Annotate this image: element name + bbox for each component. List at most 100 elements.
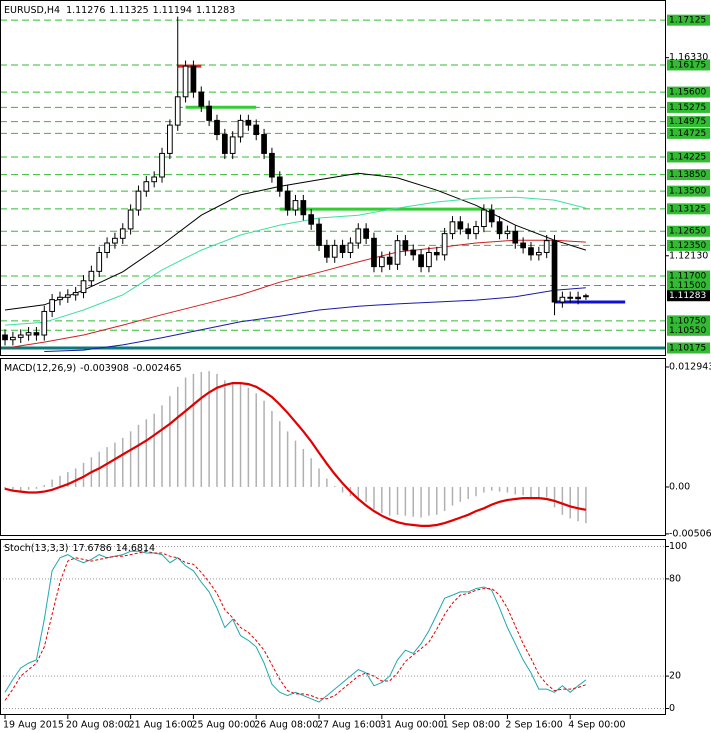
stoch-main — [4, 550, 587, 703]
candle-body — [49, 299, 55, 312]
y-tick-label: 80 — [669, 573, 681, 584]
hline-label-box — [667, 203, 710, 215]
candle-body — [378, 256, 385, 268]
macd-signal-value: -0.002465 — [133, 363, 182, 374]
x-tick-label: 27 Aug 16:00 — [317, 720, 381, 731]
candle-body — [583, 295, 589, 298]
candle-body — [465, 228, 472, 235]
candle-body — [394, 240, 401, 265]
candle-body — [276, 176, 283, 192]
candle-body — [41, 310, 48, 336]
candle-body — [10, 336, 16, 341]
hline-label: 1.12350 — [669, 241, 706, 251]
stoch-signal — [4, 550, 587, 701]
y-tick-label: 1.16330 — [669, 52, 708, 63]
candle-body — [190, 65, 197, 93]
hline-label: 1.13850 — [669, 170, 706, 180]
stoch-signal-value: 14.6814 — [116, 543, 155, 554]
candle-body — [473, 226, 479, 235]
moving-average — [4, 196, 587, 326]
y-tick-label: 0.012943 — [669, 361, 711, 372]
candle-body — [143, 181, 150, 192]
header-low: 1.11194 — [153, 5, 192, 16]
main-pane-border — [0, 0, 666, 356]
hline-label: 1.14725 — [669, 129, 706, 139]
candle-body — [72, 292, 79, 296]
candle-body — [402, 240, 409, 251]
hline-label: 1.13125 — [669, 204, 706, 214]
candle-body — [198, 91, 205, 107]
hline-label: 1.13500 — [669, 187, 706, 197]
hline-label: 1.14975 — [669, 117, 706, 127]
hline-label: 1.17125 — [669, 16, 706, 26]
x-tick-label: 26 Aug 08:00 — [254, 720, 318, 731]
candle-body — [2, 334, 8, 341]
candle-body — [504, 230, 511, 235]
x-tick-label: 31 Aug 00:00 — [380, 720, 444, 731]
hline-label-box — [667, 127, 710, 139]
header-high: 1.11325 — [109, 5, 148, 16]
hline-label-box — [667, 101, 710, 113]
candle-body — [261, 134, 267, 154]
candle-body — [496, 221, 503, 235]
macd-plot — [4, 371, 587, 527]
candle-body — [559, 296, 566, 303]
last-price-box — [667, 290, 710, 302]
candle-body — [96, 251, 103, 272]
stoch-title: Stoch(13,3,3) — [4, 543, 68, 554]
candle-body — [57, 296, 63, 301]
candle-body — [449, 221, 456, 235]
candle-body — [371, 237, 377, 268]
candle-body — [64, 294, 71, 298]
candle-body — [426, 251, 432, 268]
y-tick-label: 20 — [669, 671, 681, 682]
candle-body — [528, 247, 534, 256]
stoch-header: Stoch(13,3,3) 17.6786 14.6814 — [4, 543, 155, 554]
candle-body — [316, 223, 322, 246]
stoch-main-value: 17.6786 — [72, 543, 111, 554]
candle-body — [221, 134, 228, 154]
candle-body — [80, 280, 87, 294]
candle-body — [488, 209, 495, 223]
y-tick-label: 0.00 — [669, 481, 690, 492]
hline-label: 1.10175 — [669, 343, 706, 353]
hline-label-box — [667, 86, 710, 98]
candle-body — [535, 251, 542, 256]
candle-body — [33, 332, 40, 336]
hline-label-box — [667, 116, 710, 128]
hline-label-box — [667, 342, 710, 354]
candle-body — [253, 124, 260, 136]
candle-body — [410, 249, 417, 256]
candle-body — [355, 228, 362, 244]
candle-body — [214, 119, 220, 136]
candle-body — [339, 244, 346, 253]
candle-body — [567, 296, 574, 299]
candle-body — [159, 152, 165, 178]
hline-label: 1.10550 — [669, 326, 706, 336]
candle-body — [433, 251, 440, 256]
x-tick-label: 21 Aug 16:00 — [129, 720, 193, 731]
candle-body — [229, 136, 236, 154]
candle-body — [151, 176, 158, 183]
candle-body — [112, 237, 118, 244]
candle-body — [245, 119, 252, 126]
price-plot — [1, 16, 665, 352]
candle-body — [119, 228, 126, 239]
candle-body — [308, 214, 315, 225]
hline-label: 1.16175 — [669, 60, 706, 70]
candle-body — [88, 270, 95, 282]
candle-body — [300, 200, 307, 216]
candle-body — [418, 254, 424, 268]
hline-label-box — [667, 169, 710, 181]
hline-label-box — [667, 239, 710, 251]
candle-body — [292, 200, 299, 211]
hline-label: 1.14225 — [669, 152, 706, 162]
macd-title: MACD(12,26,9) — [4, 363, 76, 374]
candle-body — [127, 209, 134, 230]
candle-body — [347, 242, 354, 253]
candle-body — [386, 256, 393, 265]
symbol-title: EURUSD,H4 — [4, 5, 60, 16]
candle-body — [543, 240, 550, 253]
